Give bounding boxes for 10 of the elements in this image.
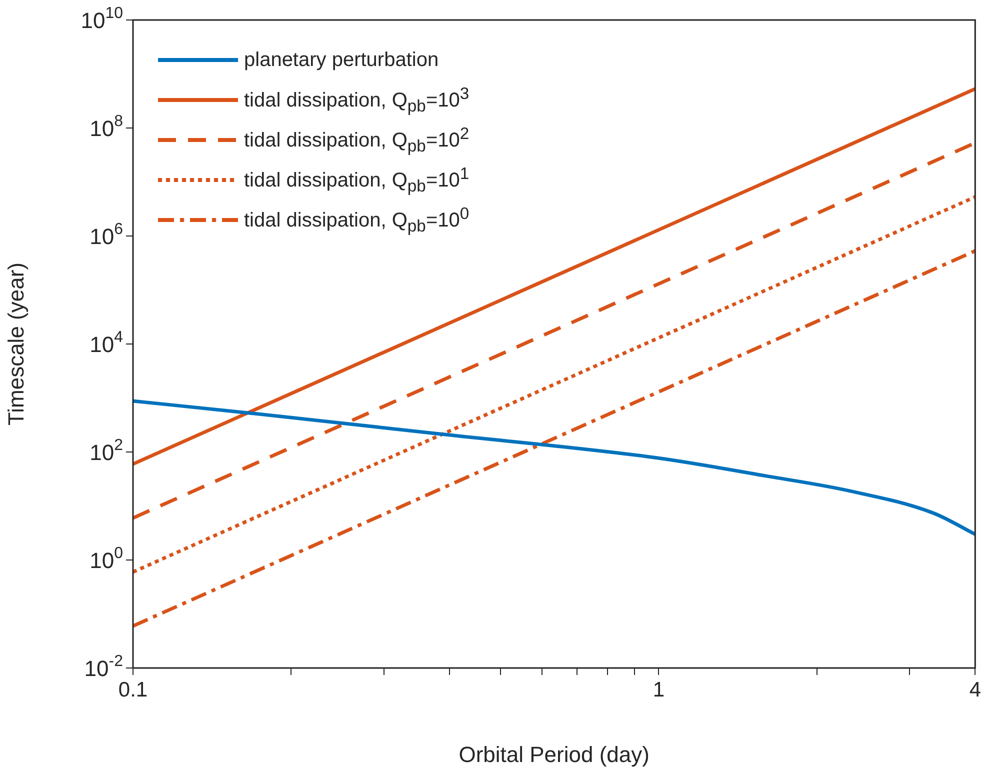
x-tick-label: 4 [969,678,982,702]
x-axis-title: Orbital Period (day) [458,742,650,767]
x-tick-label: 0.1 [118,678,148,702]
y-axis-title: Timescale (year) [3,262,28,426]
legend-label: tidal dissipation, Q$_{pb}$=10$^{1}$ [244,164,470,196]
legend-label: tidal dissipation, Q$_{pb}$=10$^{2}$ [244,124,470,156]
legend-label: tidal dissipation, Q$_{pb}$=10$^{3}$ [244,84,470,116]
x-tick-label: 1 [652,678,665,702]
legend-label: planetary perturbation [244,48,439,72]
legend-label: tidal dissipation, Q$_{pb}$=10$^{0}$ [244,204,470,236]
